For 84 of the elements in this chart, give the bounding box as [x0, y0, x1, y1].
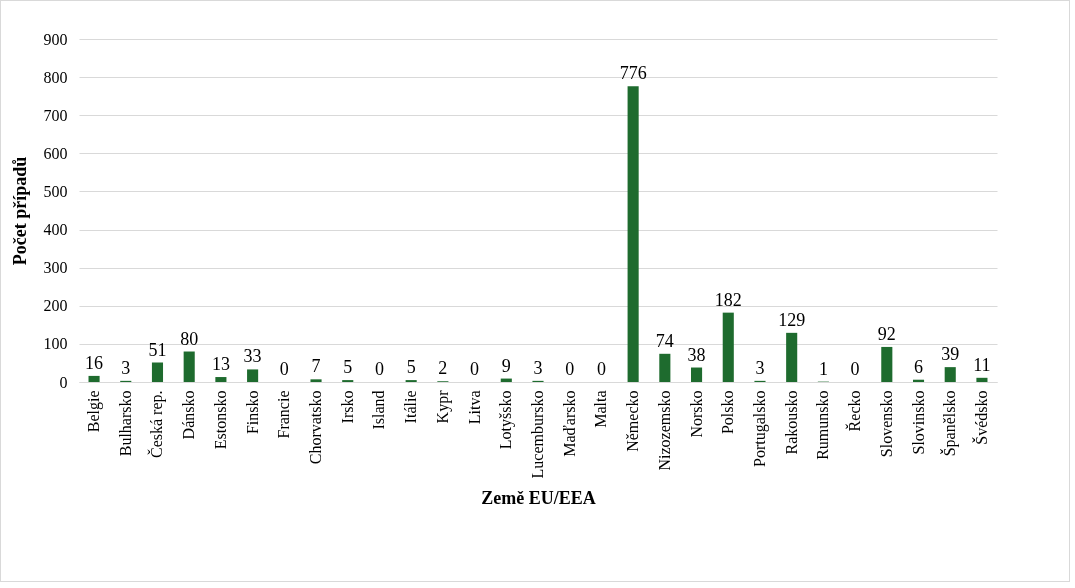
y-tick-label: 900 — [43, 30, 68, 48]
data-label: 0 — [279, 359, 289, 379]
bar — [881, 346, 893, 382]
x-tick-label: Švédsko — [971, 390, 990, 445]
x-tick-label: Slovensko — [877, 390, 895, 458]
data-label: 16 — [85, 352, 104, 373]
data-label: 1 — [818, 358, 828, 379]
data-label: 39 — [941, 344, 960, 365]
y-tick-label: 400 — [43, 221, 68, 239]
x-tick-label: Francie — [275, 390, 293, 439]
x-tick-label: Polsko — [719, 390, 737, 435]
bar — [786, 332, 798, 382]
x-tick-label: Bulharsko — [116, 390, 134, 457]
data-label: 0 — [470, 359, 480, 379]
x-tick-label: Česká rep. — [147, 390, 167, 459]
x-tick-label: Maďarsko — [560, 390, 578, 457]
data-label: 2 — [438, 358, 448, 379]
y-tick-label: 700 — [43, 106, 68, 124]
x-tick-label: Německo — [624, 390, 642, 452]
bar — [215, 377, 227, 382]
x-tick-label: Chorvatsko — [307, 390, 325, 465]
data-label: 51 — [148, 339, 167, 360]
x-tick-label: Norsko — [687, 390, 705, 438]
x-axis-title: Země EU/EEA — [481, 488, 596, 509]
data-label: 3 — [755, 357, 765, 378]
data-label: 3 — [533, 357, 543, 378]
bar — [722, 312, 734, 382]
data-label: 0 — [850, 359, 860, 379]
x-tick-label: Řecko — [845, 390, 864, 432]
x-tick-label: Lotyšsko — [497, 390, 516, 450]
bar — [183, 351, 195, 382]
bar — [944, 367, 956, 382]
x-tick-label: Malta — [592, 390, 610, 428]
y-axis-title: Počet případů — [9, 156, 30, 266]
x-tick-label: Nizozemsko — [655, 390, 673, 471]
y-tick-label: 600 — [43, 144, 68, 162]
x-tick-label: Estonsko — [211, 390, 229, 450]
bar — [247, 369, 259, 382]
data-label: 7 — [311, 356, 321, 377]
x-tick-label: Rumunsko — [814, 390, 832, 460]
data-label: 13 — [211, 354, 230, 375]
x-tick-label: Island — [370, 390, 388, 430]
bar — [659, 353, 671, 382]
x-tick-label: Slovinsko — [909, 390, 927, 455]
data-label: 5 — [343, 357, 353, 378]
x-tick-label: Finsko — [243, 390, 261, 435]
x-tick-label: Litva — [465, 390, 483, 425]
y-tick-label: 300 — [43, 259, 68, 277]
data-label: 38 — [687, 344, 706, 365]
data-label: 92 — [877, 323, 896, 344]
bar — [151, 362, 164, 382]
x-tick-label: Lucembursko — [529, 390, 546, 479]
y-tick-label: 500 — [43, 182, 68, 200]
bar — [976, 377, 988, 382]
y-tick-label: 100 — [43, 335, 68, 353]
data-label: 0 — [374, 359, 384, 379]
data-label: 74 — [655, 330, 674, 351]
x-tick-label: Portugalsko — [750, 390, 769, 467]
data-label: 11 — [973, 354, 991, 375]
data-label: 3 — [121, 357, 131, 378]
y-tick-label: 800 — [43, 68, 68, 86]
data-label: 776 — [619, 63, 647, 84]
data-label: 33 — [243, 346, 262, 367]
data-label: 182 — [714, 289, 742, 310]
data-label: 129 — [778, 309, 806, 330]
bar — [88, 375, 100, 382]
data-label: 80 — [180, 328, 199, 349]
y-tick-label: 200 — [43, 297, 68, 315]
data-label: 0 — [596, 359, 606, 379]
x-tick-label: Dánsko — [180, 390, 198, 440]
x-tick-label: Španělsko — [940, 390, 960, 457]
bar — [627, 86, 639, 382]
bar — [310, 379, 322, 382]
x-tick-label: Belgie — [85, 390, 104, 433]
data-label: 5 — [406, 357, 416, 378]
data-label: 0 — [565, 359, 575, 379]
y-tick-label: 0 — [59, 373, 68, 391]
x-tick-label: Rakousko — [782, 390, 800, 455]
bar — [691, 367, 703, 382]
x-tick-label: Itálie — [402, 390, 420, 424]
x-tick-label: Irsko — [338, 390, 356, 424]
x-tick-label: Kypr — [433, 389, 452, 424]
data-label: 6 — [914, 356, 924, 377]
data-label: 9 — [501, 355, 511, 376]
